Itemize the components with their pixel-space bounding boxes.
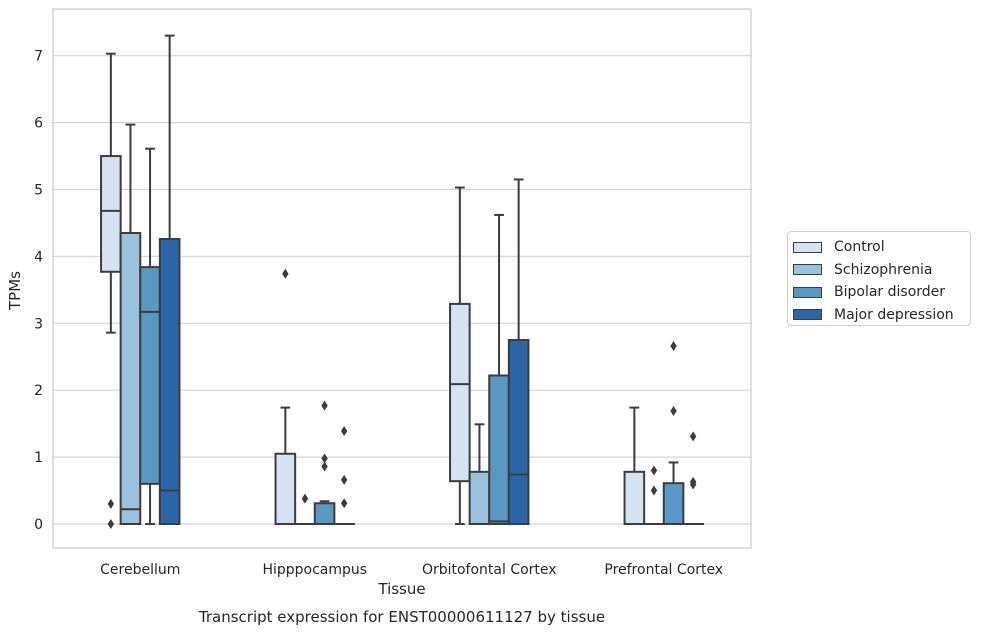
legend-swatch [793, 286, 822, 298]
outlier-point [107, 519, 115, 529]
box-schizophrenia-2 [468, 423, 491, 525]
box-major-depression-2 [507, 178, 530, 525]
box-bipolar-disorder-3 [662, 341, 685, 526]
box-bipolar-disorder-2 [488, 213, 510, 525]
box-major-depression-0 [158, 34, 181, 525]
legend-label: Schizophrenia [834, 261, 933, 278]
outlier-point [282, 268, 289, 279]
y-tick-label: 0 [34, 517, 43, 533]
x-tick-label: Orbitofontal Cortex [422, 562, 557, 578]
outlier-point [107, 498, 115, 509]
y-tick-label: 3 [34, 316, 43, 332]
y-tick-label: 2 [34, 383, 43, 399]
x-axis-label: Tissue [377, 580, 425, 598]
outlier-point [321, 461, 328, 472]
boxes [100, 34, 704, 529]
box-iqr [623, 470, 646, 525]
y-tick-labels: 0 1 2 3 4 5 6 7 [34, 49, 43, 533]
outlier-point [301, 493, 309, 504]
box-schizophrenia-0 [119, 123, 142, 526]
y-tick-label: 6 [34, 116, 43, 132]
y-tick-label: 7 [34, 49, 43, 65]
outlier-point [340, 474, 348, 485]
legend-swatch [793, 241, 822, 253]
legend-label: Bipolar disorder [834, 284, 946, 301]
legend-item: Major depression [792, 304, 970, 327]
y-tick-label: 4 [34, 249, 43, 265]
box-bipolar-disorder-1 [313, 400, 336, 525]
legend-label: Control [834, 239, 885, 256]
x-tick-labels: Cerebellum Hipppocampus Orbitofontal Corte… [100, 562, 723, 578]
box-schizophrenia-1 [294, 493, 316, 526]
box-control-0 [100, 52, 122, 529]
box-bipolar-disorder-0 [139, 147, 161, 525]
legend: Control Schizophrenia Bipolar disorder Majo… [787, 231, 971, 326]
box-major-depression-1 [333, 426, 355, 526]
box-iqr [119, 231, 142, 526]
y-tick-label: 1 [34, 450, 43, 466]
plot-area-frame [52, 8, 752, 549]
box-schizophrenia-3 [643, 465, 665, 526]
box-iqr [468, 470, 491, 525]
outlier-point [650, 465, 658, 476]
chart-title: Transcript expression for ENST0000061112… [198, 608, 605, 626]
outlier-point [650, 485, 658, 496]
outlier-point [689, 479, 697, 490]
box-iqr [662, 482, 685, 526]
box-iqr [488, 374, 510, 525]
box-iqr [274, 452, 297, 526]
x-tick-label: Hipppocampus [262, 562, 367, 578]
x-tick-label: Prefrontal Cortex [604, 562, 723, 578]
box-iqr [158, 238, 181, 525]
legend-item: Control [792, 236, 970, 259]
box-iqr [100, 155, 122, 273]
outlier-point [689, 431, 697, 442]
outlier-point [321, 400, 328, 411]
box-iqr [507, 339, 530, 525]
box-control-2 [449, 186, 471, 525]
outlier-point [670, 405, 677, 416]
box-control-3 [623, 406, 646, 525]
legend-label: Major depression [834, 306, 954, 323]
outlier-point [670, 341, 677, 352]
outlier-point [321, 453, 328, 464]
y-tick-label: 5 [34, 183, 43, 199]
legend-swatch [793, 264, 822, 276]
x-tick-label: Cerebellum [100, 562, 180, 578]
outlier-point [340, 498, 348, 509]
legend-item: Bipolar disorder [792, 281, 970, 304]
box-iqr [313, 502, 336, 525]
outlier-point [340, 426, 348, 437]
legend-swatch [793, 309, 822, 321]
box-iqr [449, 302, 471, 483]
legend-item: Schizophrenia [792, 259, 970, 282]
box-control-1 [274, 268, 297, 526]
y-axis-label: TPMs [6, 271, 24, 311]
box-major-depression-3 [682, 431, 704, 526]
box-iqr [139, 266, 161, 485]
